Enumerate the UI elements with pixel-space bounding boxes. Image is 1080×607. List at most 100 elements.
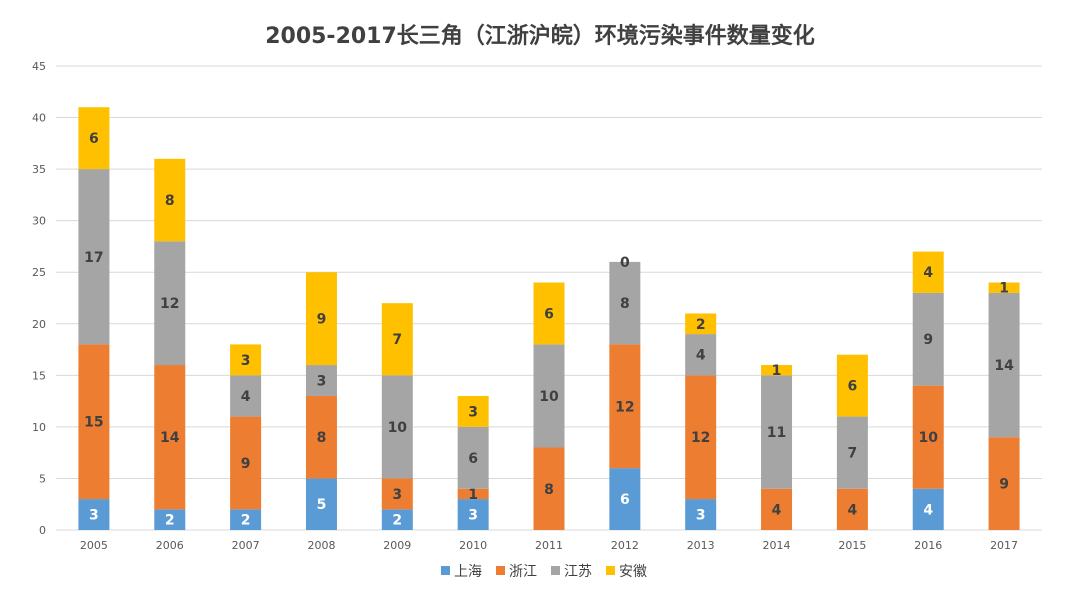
x-tick-label: 2007: [232, 539, 260, 552]
data-label: 12: [691, 430, 710, 446]
data-label: 15: [84, 415, 103, 431]
y-axis: 0 5 10 15 20 25 30 35 40 45: [32, 60, 46, 537]
bar-segment: [305, 272, 337, 366]
y-tick-label: 15: [32, 369, 46, 382]
data-label: 3: [241, 353, 251, 369]
bar-segment: [988, 282, 1020, 293]
data-label: 2: [241, 513, 251, 529]
bar-segment: [988, 292, 1020, 438]
bar-segment: [912, 292, 944, 386]
x-tick-label: 2013: [687, 539, 715, 552]
x-tick-label: 2008: [307, 539, 335, 552]
legend-label: 江苏: [564, 564, 592, 580]
data-label: 7: [392, 332, 402, 348]
data-label: 4: [923, 502, 933, 518]
bar-segment: [230, 416, 262, 510]
data-label: 5: [317, 497, 327, 513]
data-label: 3: [696, 508, 706, 524]
bar-segment: [154, 509, 186, 530]
bar-segment: [381, 303, 413, 376]
data-label: 3: [89, 508, 99, 524]
data-label: 9: [241, 456, 251, 472]
legend-swatch: [551, 566, 560, 575]
x-tick-label: 2015: [838, 539, 866, 552]
y-tick-label: 10: [32, 421, 46, 434]
y-tick-label: 30: [32, 215, 46, 228]
bar-segment: [154, 365, 186, 510]
data-label: 1: [468, 487, 478, 503]
data-label: 6: [620, 492, 630, 508]
bar-segment: [761, 365, 793, 376]
data-label: 12: [160, 296, 179, 312]
bar-segment: [685, 313, 717, 335]
bar-segment: [761, 488, 793, 530]
data-label: 4: [241, 389, 251, 405]
x-tick-label: 2017: [990, 539, 1018, 552]
x-tick-label: 2011: [535, 539, 563, 552]
legend-swatch: [606, 566, 615, 575]
bar-segment: [685, 375, 717, 500]
x-axis: 2005 2006 2007 2008 2009 2010 2011 2012 2013 2014…: [80, 539, 1018, 552]
y-tick-label: 25: [32, 266, 46, 279]
data-label: 7: [848, 446, 858, 462]
x-tick-label: 2006: [156, 539, 184, 552]
data-label: 0: [620, 255, 630, 271]
chart-title: 2005-2017长三角（江浙沪皖）环境污染事件数量变化: [265, 23, 815, 49]
bar-segment: [381, 478, 413, 510]
bar-segment: [457, 488, 489, 500]
data-label: 8: [544, 482, 554, 498]
legend-swatch: [441, 566, 450, 575]
data-label: 4: [848, 502, 858, 518]
y-tick-label: 35: [32, 163, 46, 176]
bar-segment: [836, 488, 868, 530]
bar-segment: [609, 468, 641, 530]
data-label: 17: [84, 250, 103, 266]
y-tick-label: 40: [32, 112, 46, 125]
bar-segment: [78, 107, 110, 170]
bar-segment: [78, 344, 110, 500]
bar-segment: [836, 354, 868, 417]
x-tick-label: 2005: [80, 539, 108, 552]
x-tick-label: 2016: [914, 539, 942, 552]
x-tick-label: 2009: [383, 539, 411, 552]
data-label: 8: [165, 193, 175, 209]
data-label: 12: [615, 399, 634, 415]
bar-segment: [230, 344, 262, 376]
bar-segment: [912, 488, 944, 530]
data-label: 6: [468, 451, 478, 467]
legend-label: 浙江: [509, 564, 537, 580]
bar-segment: [533, 282, 565, 345]
bar-segment: [78, 169, 110, 345]
data-label: 11: [767, 425, 786, 441]
bar-segment: [305, 365, 337, 396]
bar-segment: [912, 385, 944, 489]
data-label: 9: [317, 312, 327, 328]
y-tick-label: 0: [39, 524, 46, 537]
bar-segment: [78, 499, 110, 530]
x-tick-label: 2012: [611, 539, 639, 552]
x-tick-label: 2010: [459, 539, 487, 552]
bar-segment: [230, 375, 262, 417]
data-label: 3: [392, 487, 402, 503]
bar-segment: [761, 375, 793, 489]
bar-segment: [609, 261, 641, 345]
y-tick-label: 20: [32, 318, 46, 331]
bar-segment: [836, 416, 868, 489]
data-label: 6: [89, 131, 99, 147]
data-label: 14: [994, 358, 1014, 374]
data-label: 8: [620, 296, 630, 312]
bars: 3151762141282943583923107316308106612803…: [78, 107, 1020, 533]
data-label: 10: [388, 420, 408, 436]
x-tick-label: 2014: [763, 539, 791, 552]
y-tick-label: 45: [32, 60, 46, 73]
bar-segment: [685, 499, 717, 530]
bar-segment: [381, 375, 413, 479]
bar-segment: [533, 344, 565, 448]
bar-segment: [457, 499, 489, 530]
data-label: 1: [999, 281, 1009, 297]
legend-swatch: [496, 566, 505, 575]
legend: 上海 浙江 江苏 安徽: [441, 564, 647, 580]
bar-segment: [154, 241, 186, 366]
